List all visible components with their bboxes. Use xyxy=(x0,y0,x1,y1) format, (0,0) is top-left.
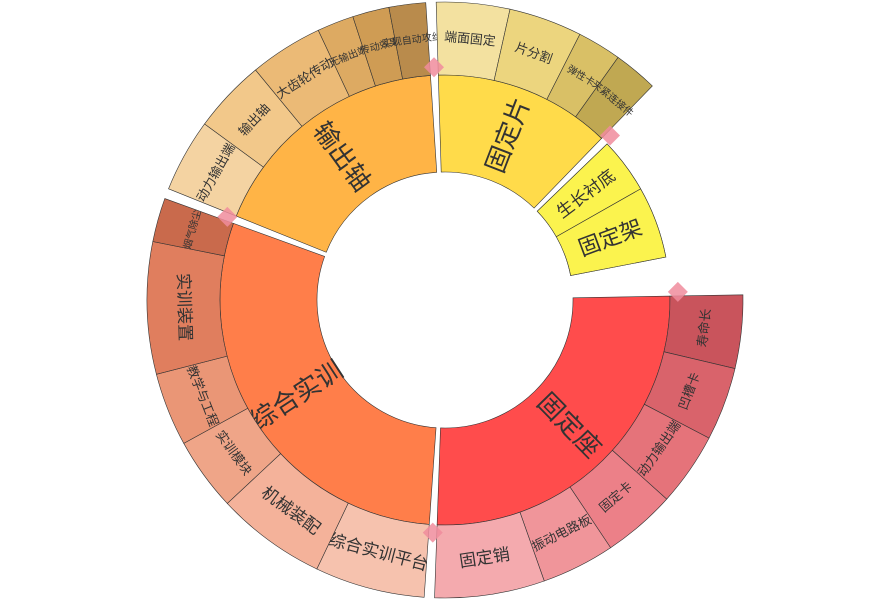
inner-ring: 固定座综合实训输出轴固定片生长衬底固定架 xyxy=(220,75,670,525)
outer-label: 实训装置 xyxy=(173,273,195,342)
